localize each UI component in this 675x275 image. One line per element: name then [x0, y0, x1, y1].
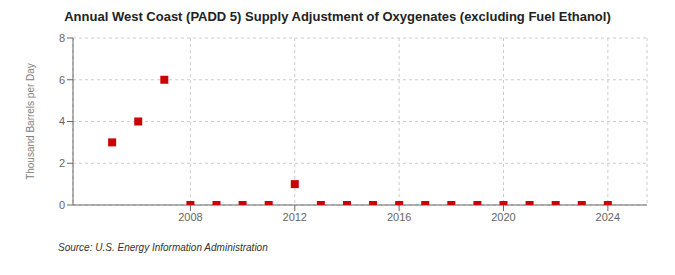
svg-text:2008: 2008 — [178, 211, 202, 223]
svg-text:2020: 2020 — [491, 211, 515, 223]
svg-text:2: 2 — [59, 157, 65, 169]
svg-text:0: 0 — [59, 199, 65, 211]
svg-text:2016: 2016 — [387, 211, 411, 223]
svg-text:4: 4 — [59, 115, 65, 127]
svg-text:2012: 2012 — [283, 211, 307, 223]
svg-text:6: 6 — [59, 74, 65, 86]
html-text:Annual West Coast (PADD 5) Sup: Annual West Coast (PADD 5) Supply Adjust… — [64, 9, 611, 24]
html-text:Source: U.S. Energy Informatio: Source: U.S. Energy Information Administ… — [58, 242, 268, 253]
svg-text:2024: 2024 — [596, 211, 620, 223]
svg-text:8: 8 — [59, 32, 65, 44]
svg-text:Thousand Barrels per Day: Thousand Barrels per Day — [25, 63, 36, 180]
